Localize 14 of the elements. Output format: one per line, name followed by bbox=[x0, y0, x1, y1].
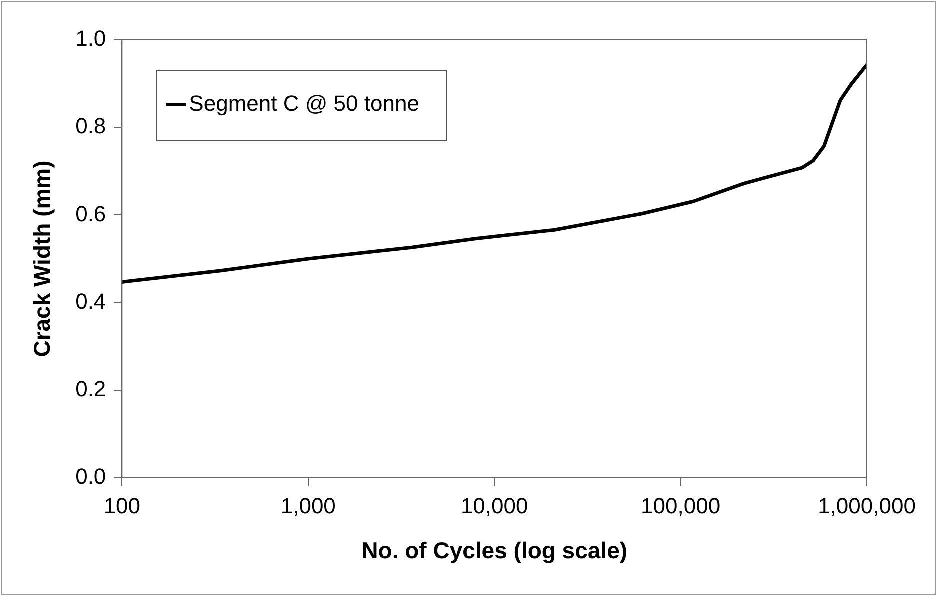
legend-label: Segment C @ 50 tonne bbox=[189, 91, 420, 116]
y-axis-title: Crack Width (mm) bbox=[29, 160, 56, 358]
y-tick-label: 1.0 bbox=[76, 26, 106, 52]
y-tick-label: 0.2 bbox=[76, 376, 106, 402]
y-tick-label: 0.0 bbox=[76, 464, 106, 490]
x-tick-label: 1,000 bbox=[280, 493, 336, 518]
x-tick-label: 100 bbox=[104, 493, 141, 518]
y-tick-label: 0.8 bbox=[76, 114, 106, 139]
x-axis-title: No. of Cycles (log scale) bbox=[362, 538, 628, 564]
x-tick-label: 1,000,000 bbox=[818, 493, 916, 518]
x-tick-label: 100,000 bbox=[641, 493, 721, 518]
y-tick-label: 0.6 bbox=[76, 201, 106, 226]
y-tick-label: 0.4 bbox=[76, 288, 106, 314]
x-tick-label: 10,000 bbox=[460, 493, 528, 518]
